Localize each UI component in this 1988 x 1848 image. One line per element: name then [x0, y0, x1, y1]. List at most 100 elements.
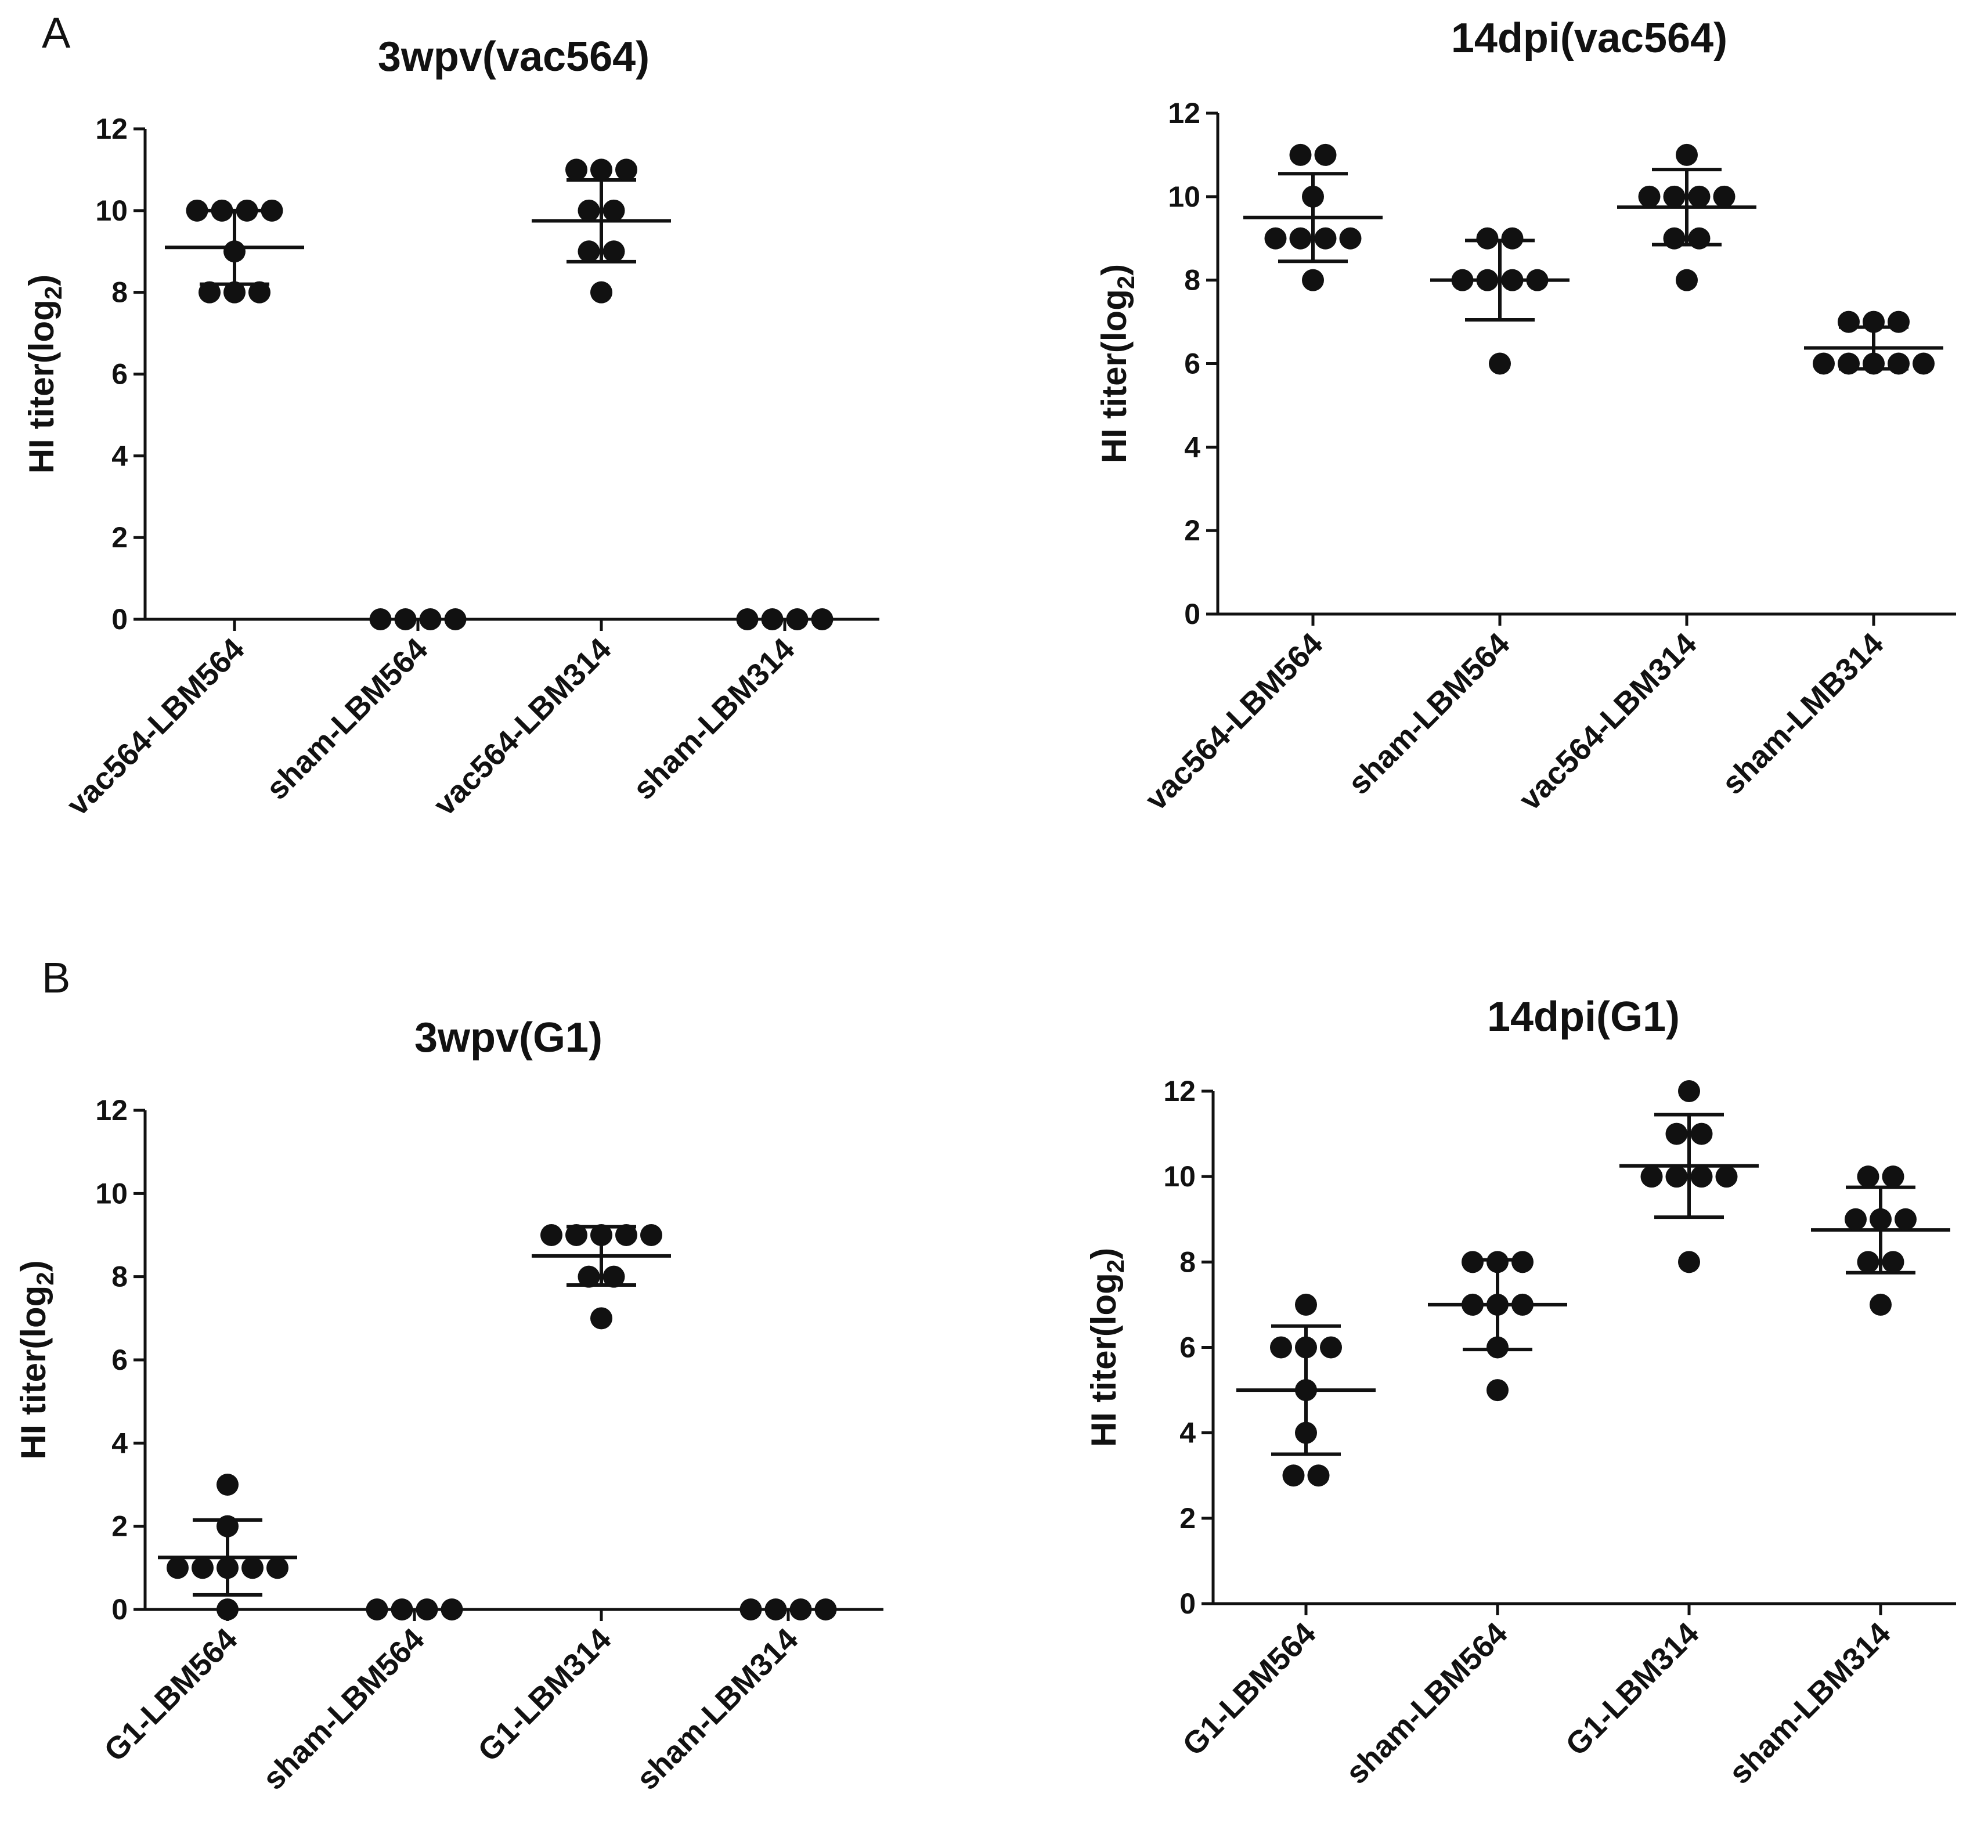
data-point — [1882, 1165, 1904, 1188]
data-point — [590, 1307, 612, 1330]
y-tick-label: 10 — [1168, 181, 1200, 213]
x-category-label-sham-lbm314: sham-LBM314 — [630, 1622, 804, 1796]
data-point — [1888, 311, 1910, 333]
data-point — [786, 608, 809, 630]
data-point — [1302, 185, 1324, 208]
data-point — [615, 158, 637, 181]
data-point — [1270, 1336, 1292, 1359]
y-axis-label-close: ) — [22, 275, 61, 286]
y-axis-label-sub: 2 — [31, 1272, 59, 1285]
y-axis-label: HI titer(log2) — [1084, 1248, 1129, 1447]
data-point — [1295, 1336, 1317, 1359]
y-axis-label: HI titer(log2) — [1095, 264, 1139, 463]
chart-3wpv-g1: 3wpv(G1)HI titer(log2)024681012G1-LBM564… — [14, 1015, 883, 1796]
y-tick-label: 8 — [111, 276, 128, 309]
y-tick-label: 0 — [111, 603, 128, 636]
data-point — [217, 1598, 239, 1620]
data-point — [1665, 1122, 1688, 1145]
data-point — [640, 1224, 662, 1246]
data-point — [590, 1224, 612, 1246]
data-point — [1882, 1251, 1904, 1273]
data-point — [1857, 1251, 1879, 1273]
data-point — [736, 608, 759, 630]
data-point — [1501, 227, 1524, 250]
data-point — [266, 1557, 288, 1579]
data-point — [1487, 1379, 1509, 1402]
y-tick-label: 2 — [111, 1510, 128, 1543]
y-tick-label: 6 — [1179, 1331, 1196, 1364]
data-point — [1489, 352, 1511, 375]
data-point — [590, 158, 612, 181]
chart-3wpv-vac564: 3wpv(vac564)HI titer(log2)024681012vac56… — [22, 34, 879, 822]
y-tick-label: 2 — [111, 521, 128, 554]
x-category-label-sham-lbm564: sham-LBM564 — [259, 631, 434, 806]
data-point — [1813, 352, 1835, 375]
y-tick-label: 0 — [1179, 1587, 1196, 1620]
data-point — [1302, 269, 1324, 291]
data-point — [602, 199, 625, 222]
data-point — [1462, 1251, 1484, 1273]
x-category-label-g1-lbm564: G1-LBM564 — [98, 1622, 244, 1768]
y-tick-label: 2 — [1179, 1502, 1196, 1535]
data-point — [615, 1224, 637, 1246]
data-point — [1295, 1379, 1317, 1402]
y-axis-label: HI titer(log2) — [14, 1260, 59, 1459]
y-tick-label: 10 — [1163, 1160, 1196, 1193]
y-tick-label: 12 — [95, 1094, 128, 1127]
data-point — [1690, 1122, 1713, 1145]
data-point — [761, 608, 784, 630]
chart-title: 3wpv(G1) — [414, 1015, 602, 1061]
data-point — [1289, 143, 1312, 166]
y-tick-label: 2 — [1184, 514, 1200, 547]
data-point — [248, 281, 270, 304]
y-axis-label-main: HI titer(log — [1084, 1273, 1123, 1447]
data-point — [1295, 1293, 1317, 1316]
data-point — [578, 199, 600, 222]
x-category-label-sham-lbm564: sham-LBM564 — [1339, 1616, 1514, 1791]
data-point — [223, 281, 246, 304]
data-point — [1665, 1165, 1688, 1188]
data-point — [199, 281, 221, 304]
data-point — [1678, 1080, 1700, 1102]
data-point — [241, 1557, 264, 1579]
chart-14dpi-g1: 14dpi(G1)HI titer(log2)024681012G1-LBM56… — [1084, 994, 1956, 1791]
data-point — [1501, 269, 1524, 291]
x-category-label-vac564-lbm314: vac564-LBM314 — [1513, 626, 1704, 817]
y-tick-label: 8 — [1184, 264, 1200, 297]
data-point — [1838, 352, 1860, 375]
data-point — [1688, 227, 1711, 250]
data-point — [1511, 1293, 1534, 1316]
y-tick-label: 10 — [95, 194, 128, 227]
data-point — [1913, 352, 1935, 375]
y-axis-label-close: ) — [1084, 1248, 1123, 1259]
y-tick-label: 4 — [111, 1427, 128, 1459]
data-point — [1295, 1421, 1317, 1444]
y-axis-label-sub: 2 — [39, 286, 67, 299]
data-point — [1289, 227, 1312, 250]
data-point — [394, 608, 417, 630]
x-category-label-sham-lbm564: sham-LBM564 — [256, 1622, 431, 1796]
data-point — [578, 240, 600, 263]
data-point — [1487, 1251, 1509, 1273]
y-tick-label: 12 — [95, 113, 128, 145]
x-category-label-g1-lbm564: G1-LBM564 — [1176, 1616, 1323, 1763]
y-axis-label-main: HI titer(log — [22, 299, 61, 474]
y-tick-label: 4 — [1184, 431, 1200, 463]
data-point — [1663, 185, 1686, 208]
data-point — [811, 608, 834, 630]
data-point — [1487, 1336, 1509, 1359]
chart-14dpi-vac564: 14dpi(vac564)HI titer(log2)024681012vac5… — [1095, 15, 1956, 817]
x-category-label-sham-lbm314: sham-LBM314 — [1722, 1616, 1897, 1791]
data-point — [1307, 1464, 1330, 1487]
x-category-label-sham-lmb314: sham-LMB314 — [1715, 626, 1890, 801]
data-point — [444, 608, 467, 630]
chart-title: 3wpv(vac564) — [378, 34, 650, 80]
data-point — [1640, 1165, 1663, 1188]
data-point — [1511, 1251, 1534, 1273]
y-tick-label: 10 — [95, 1177, 128, 1210]
data-point — [419, 608, 442, 630]
y-tick-label: 6 — [111, 1344, 128, 1376]
data-point — [1526, 269, 1549, 291]
x-category-label-vac564-lbm564: vac564-LBM564 — [60, 631, 251, 822]
y-tick-label: 6 — [111, 358, 128, 391]
